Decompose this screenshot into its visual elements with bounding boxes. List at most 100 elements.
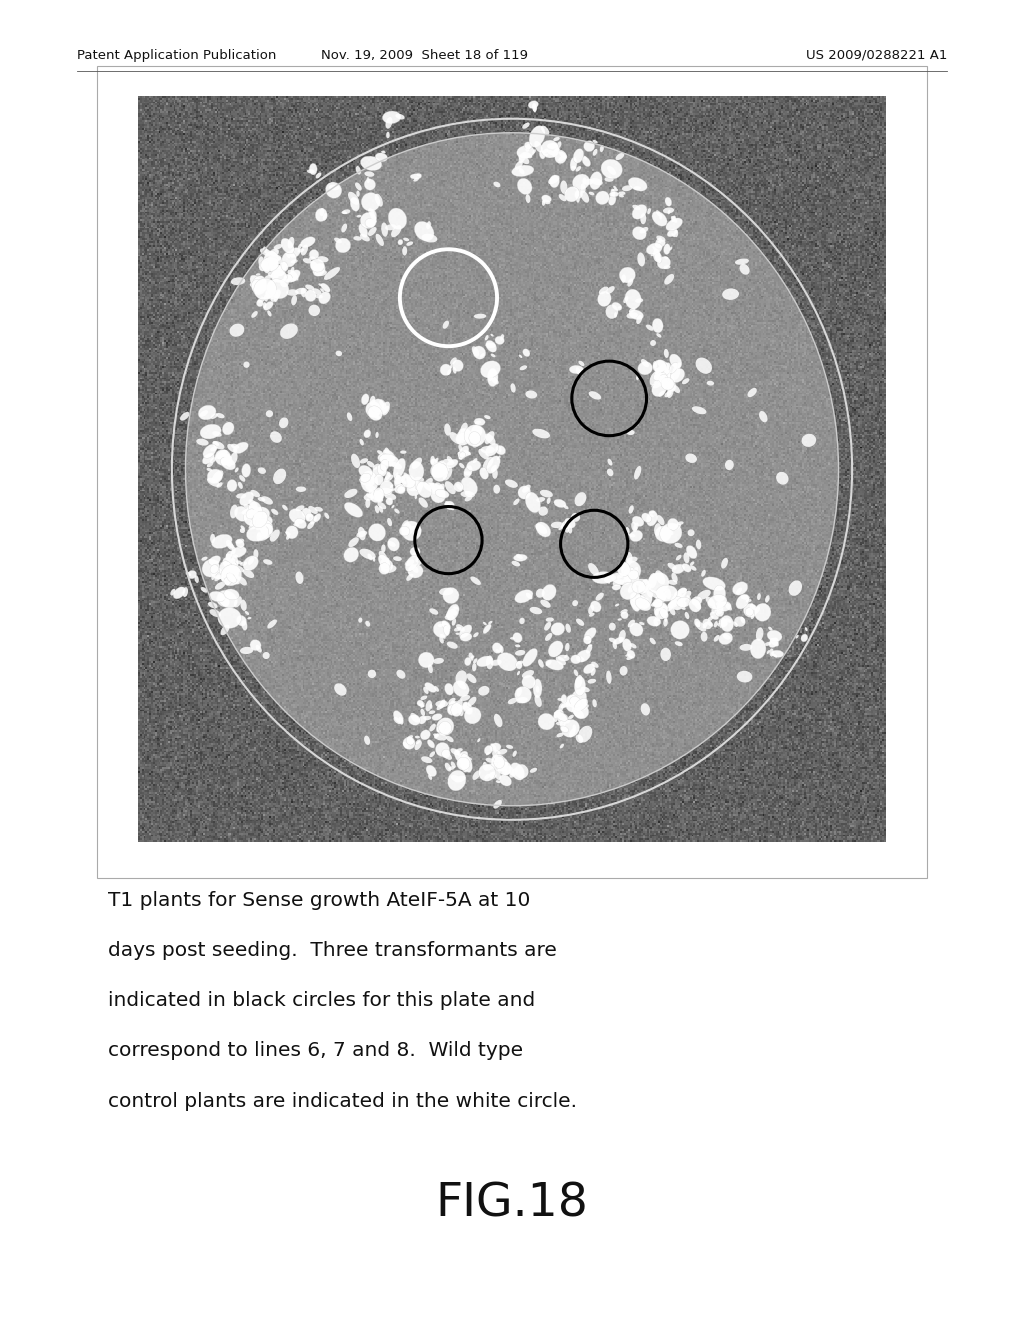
Ellipse shape xyxy=(267,272,279,277)
Ellipse shape xyxy=(445,626,450,631)
Ellipse shape xyxy=(464,450,469,453)
Ellipse shape xyxy=(262,652,269,659)
Ellipse shape xyxy=(223,578,231,585)
Ellipse shape xyxy=(591,661,599,668)
Ellipse shape xyxy=(458,436,464,444)
Ellipse shape xyxy=(664,244,671,255)
Ellipse shape xyxy=(740,616,744,623)
Ellipse shape xyxy=(309,249,318,260)
Ellipse shape xyxy=(211,570,223,579)
Ellipse shape xyxy=(589,391,601,400)
Ellipse shape xyxy=(655,525,672,541)
Ellipse shape xyxy=(401,520,409,531)
Ellipse shape xyxy=(366,401,381,417)
Ellipse shape xyxy=(655,570,666,585)
Ellipse shape xyxy=(446,642,458,648)
Ellipse shape xyxy=(458,451,463,458)
Ellipse shape xyxy=(457,432,462,441)
Ellipse shape xyxy=(421,696,427,700)
Ellipse shape xyxy=(556,733,563,738)
Ellipse shape xyxy=(490,465,497,471)
Ellipse shape xyxy=(461,477,477,495)
Ellipse shape xyxy=(626,552,633,565)
Ellipse shape xyxy=(230,504,238,519)
Ellipse shape xyxy=(675,642,683,647)
Ellipse shape xyxy=(508,698,517,705)
Ellipse shape xyxy=(464,466,472,478)
Ellipse shape xyxy=(513,499,519,506)
Ellipse shape xyxy=(344,488,357,498)
Ellipse shape xyxy=(656,235,666,242)
Ellipse shape xyxy=(443,466,450,471)
Ellipse shape xyxy=(444,615,455,620)
Ellipse shape xyxy=(231,556,239,570)
Ellipse shape xyxy=(209,556,220,565)
Ellipse shape xyxy=(243,556,258,570)
Ellipse shape xyxy=(550,176,559,187)
Ellipse shape xyxy=(443,459,455,465)
Ellipse shape xyxy=(584,156,587,160)
Ellipse shape xyxy=(325,512,330,519)
Ellipse shape xyxy=(512,751,517,756)
Ellipse shape xyxy=(379,400,386,409)
Ellipse shape xyxy=(649,513,653,517)
Ellipse shape xyxy=(493,751,499,759)
Ellipse shape xyxy=(372,399,385,412)
Ellipse shape xyxy=(407,574,414,581)
Ellipse shape xyxy=(216,594,229,607)
Ellipse shape xyxy=(249,512,267,527)
Ellipse shape xyxy=(640,213,646,224)
Ellipse shape xyxy=(453,681,469,697)
Ellipse shape xyxy=(537,498,545,502)
Ellipse shape xyxy=(673,524,681,531)
Ellipse shape xyxy=(360,213,377,228)
Ellipse shape xyxy=(459,624,472,638)
Ellipse shape xyxy=(368,405,382,421)
Ellipse shape xyxy=(430,455,435,465)
Ellipse shape xyxy=(528,100,539,108)
Ellipse shape xyxy=(271,508,279,515)
Ellipse shape xyxy=(655,618,660,622)
Ellipse shape xyxy=(628,583,636,593)
Ellipse shape xyxy=(669,607,676,615)
Ellipse shape xyxy=(719,618,728,627)
Ellipse shape xyxy=(341,211,347,214)
Ellipse shape xyxy=(312,288,322,294)
Ellipse shape xyxy=(273,294,279,302)
Ellipse shape xyxy=(426,222,431,230)
Ellipse shape xyxy=(674,230,678,238)
Ellipse shape xyxy=(286,533,290,540)
Ellipse shape xyxy=(630,598,640,610)
Ellipse shape xyxy=(370,471,376,482)
Ellipse shape xyxy=(696,540,701,549)
Ellipse shape xyxy=(356,190,359,197)
Ellipse shape xyxy=(416,739,421,744)
Ellipse shape xyxy=(314,269,327,276)
Ellipse shape xyxy=(490,376,499,384)
Ellipse shape xyxy=(442,467,453,480)
Ellipse shape xyxy=(572,601,578,606)
Ellipse shape xyxy=(682,378,689,384)
Ellipse shape xyxy=(656,210,660,216)
Ellipse shape xyxy=(672,564,685,574)
Ellipse shape xyxy=(677,597,690,607)
Ellipse shape xyxy=(271,265,286,272)
Ellipse shape xyxy=(472,771,480,780)
Ellipse shape xyxy=(654,599,660,610)
Ellipse shape xyxy=(305,285,314,290)
Ellipse shape xyxy=(216,413,224,418)
Ellipse shape xyxy=(366,494,374,499)
Ellipse shape xyxy=(639,622,644,626)
Ellipse shape xyxy=(482,762,487,771)
Ellipse shape xyxy=(261,257,279,272)
Ellipse shape xyxy=(263,301,273,310)
Ellipse shape xyxy=(313,513,321,521)
Ellipse shape xyxy=(412,552,419,557)
Ellipse shape xyxy=(639,590,652,609)
Ellipse shape xyxy=(672,366,680,380)
Ellipse shape xyxy=(547,498,551,504)
Ellipse shape xyxy=(551,521,563,528)
Ellipse shape xyxy=(248,502,263,523)
Ellipse shape xyxy=(584,635,592,644)
Ellipse shape xyxy=(382,111,400,124)
